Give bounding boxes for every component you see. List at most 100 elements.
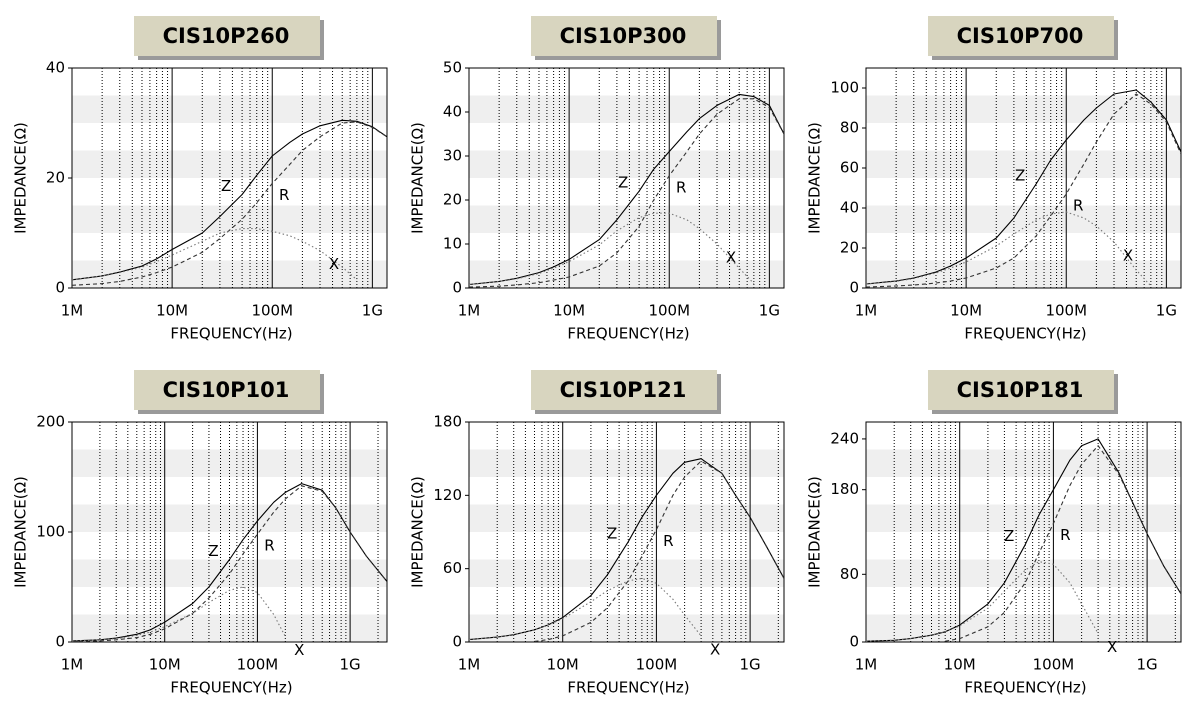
- band: [866, 260, 1181, 288]
- title-box: [134, 370, 320, 410]
- x-axis-label: FREQUENCY(Hz): [964, 679, 1086, 697]
- title-box: [928, 16, 1114, 56]
- y-tick-label: 0: [849, 633, 859, 651]
- chart-title: CIS10P121: [560, 378, 687, 402]
- y-tick-label: 80: [840, 119, 859, 137]
- band: [469, 150, 784, 178]
- panel: CIS10P181 1M 10M 100M 1G 0 80 180 240 FREQUENCY(H…: [806, 370, 1182, 697]
- y-tick-label: 0: [452, 279, 462, 297]
- y-tick-label: 180: [830, 480, 859, 498]
- y-tick-label: 180: [433, 413, 462, 431]
- series-line: [72, 485, 387, 642]
- series-label: Z: [1015, 167, 1025, 185]
- panel: CIS10P300 1M 10M 100M 1G 0 10 20 30 40 50 FREQUENCY…: [409, 16, 785, 343]
- series-line: [72, 121, 387, 286]
- series-label: R: [663, 532, 673, 550]
- series-label: Z: [618, 174, 628, 192]
- plot-border: [71, 67, 388, 289]
- series-label: Z: [208, 542, 218, 560]
- x-tick-label: 10M: [547, 656, 579, 674]
- plot-border: [865, 67, 1182, 289]
- band: [469, 95, 784, 123]
- y-tick-label: 240: [830, 429, 859, 447]
- series-line: [866, 561, 1099, 642]
- band: [866, 205, 1181, 233]
- x-tick-label: 1M: [61, 656, 84, 674]
- y-tick-label: 0: [849, 279, 859, 297]
- y-tick-label: 100: [830, 79, 859, 97]
- band: [469, 614, 784, 642]
- series-line: [469, 458, 784, 641]
- series-label: R: [676, 178, 686, 196]
- x-tick-label: 1G: [362, 302, 383, 320]
- x-tick-label: 1G: [1137, 656, 1158, 674]
- band: [72, 95, 387, 123]
- x-tick-label: 100M: [648, 302, 690, 320]
- x-tick-label: 1M: [458, 656, 481, 674]
- panel: CIS10P121 1M 10M 100M 1G 0 60 120 180 FREQUENCY(H…: [409, 370, 785, 697]
- x-axis-label: FREQUENCY(Hz): [964, 325, 1086, 343]
- x-tick-label: 10M: [156, 302, 188, 320]
- panel: CIS10P700 1M 10M 100M 1G 0 20 40 60 80 100 FREQUENC…: [806, 16, 1182, 343]
- series-line: [866, 438, 1181, 642]
- title-box: [531, 370, 717, 410]
- band: [469, 205, 784, 233]
- series-label: X: [1123, 247, 1133, 265]
- band: [866, 150, 1181, 178]
- series-line: [469, 212, 755, 286]
- y-tick-label: 20: [840, 239, 859, 257]
- x-tick-label: 1M: [61, 302, 84, 320]
- series-line: [72, 586, 286, 642]
- series-line: [469, 577, 702, 641]
- y-tick-label: 30: [443, 147, 462, 165]
- x-tick-label: 1G: [340, 656, 361, 674]
- series-label: R: [279, 186, 289, 204]
- series-label: R: [1060, 526, 1070, 544]
- x-tick-label: 10M: [553, 302, 585, 320]
- y-tick-label: 200: [36, 413, 65, 431]
- y-axis-label: IMPEDANCE(Ω): [409, 476, 427, 588]
- series-label: X: [294, 641, 304, 659]
- series-label: Z: [607, 524, 617, 542]
- band: [866, 449, 1181, 477]
- series-label: R: [264, 537, 274, 555]
- band: [469, 449, 784, 477]
- x-axis-label: FREQUENCY(Hz): [170, 325, 292, 343]
- chart-title: CIS10P300: [560, 24, 687, 48]
- y-tick-label: 0: [55, 633, 65, 651]
- y-tick-label: 20: [443, 191, 462, 209]
- band: [72, 449, 387, 477]
- title-box: [531, 16, 717, 56]
- y-axis-label: IMPEDANCE(Ω): [806, 476, 824, 588]
- x-tick-label: 1M: [855, 302, 878, 320]
- chart-title: CIS10P700: [957, 24, 1084, 48]
- plot-border: [468, 67, 785, 289]
- x-tick-label: 100M: [1045, 302, 1087, 320]
- x-tick-label: 100M: [1033, 656, 1075, 674]
- y-tick-label: 100: [36, 523, 65, 541]
- title-box: [928, 370, 1114, 410]
- y-tick-label: 60: [840, 159, 859, 177]
- x-tick-label: 1M: [855, 656, 878, 674]
- series-label: X: [726, 249, 736, 267]
- title-box: [134, 16, 320, 56]
- band: [866, 504, 1181, 532]
- band: [469, 504, 784, 532]
- series-line: [866, 93, 1181, 288]
- x-tick-label: 100M: [251, 302, 293, 320]
- band: [469, 260, 784, 288]
- series-line: [866, 89, 1181, 285]
- chart-title: CIS10P101: [163, 378, 290, 402]
- x-tick-label: 100M: [237, 656, 279, 674]
- band: [72, 559, 387, 587]
- band: [866, 559, 1181, 587]
- y-tick-label: 120: [433, 486, 462, 504]
- band: [72, 260, 387, 288]
- series-line: [469, 93, 784, 286]
- y-axis-label: IMPEDANCE(Ω): [12, 476, 30, 588]
- y-tick-label: 40: [46, 59, 65, 77]
- plot-border: [865, 421, 1182, 643]
- panel: CIS10P260 1M 10M 100M 1G 0 20 40 FREQUENCY(Hz) IM…: [12, 16, 388, 343]
- series-label: Z: [221, 177, 231, 195]
